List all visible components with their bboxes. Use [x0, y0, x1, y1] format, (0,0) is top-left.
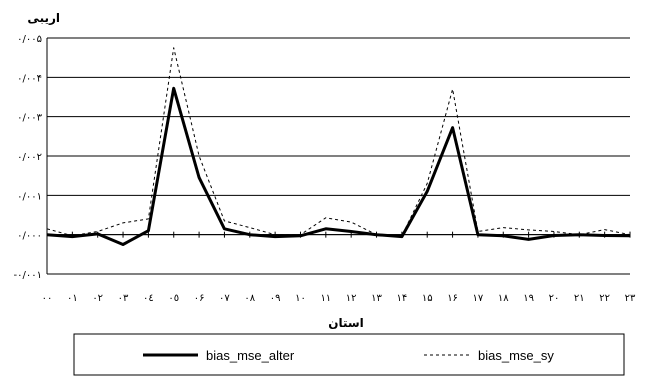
x-tick-label: ١۵ [422, 293, 433, 304]
x-tick-label: ٠٣ [118, 293, 129, 304]
x-tick-label: ٠٠ [42, 293, 53, 304]
x-tick-label: ١٨ [498, 293, 509, 304]
x-tick-label: ١٢ [346, 293, 357, 304]
y-tick-label: ٠/٠٠٠ [17, 231, 42, 242]
x-tick-label: ٠٢ [92, 293, 103, 304]
legend-label-bias-mse-sy: bias_mse_sy [478, 348, 554, 363]
y-tick-label: ٠/٠٠٢ [17, 152, 42, 163]
y-tick-label: ٠/٠٠۴ [17, 73, 42, 84]
x-tick-label: ٠٥ [168, 293, 179, 304]
x-tick-label: ١٠ [295, 293, 306, 304]
y-tick-labels: ٠/٠٠۵ ٠/٠٠۴ ٠/٠٠٣ ٠/٠٠٢ ٠/٠٠١ ٠/٠٠٠ -٠/٠٠١ [14, 34, 43, 281]
series-lines [46, 47, 631, 246]
x-axis-label: استان [328, 316, 364, 330]
legend: bias_mse_alter bias_mse_sy [73, 333, 625, 376]
x-tick-label: ١١ [320, 293, 331, 304]
x-tick-label: ٠٨ [244, 293, 255, 304]
x-tick-label: ١۶ [447, 293, 458, 304]
y-tick-label: ٠/٠٠١ [17, 191, 42, 202]
x-tick-label: ٠٤ [143, 293, 154, 304]
series-line-bias-mse-sy [46, 47, 631, 237]
x-tick-label: ٠٧ [219, 293, 230, 304]
x-tick-label: ١٩ [523, 293, 534, 304]
series-line-bias-mse-alter [46, 86, 631, 246]
y-tick-label: -٠/٠٠١ [14, 270, 42, 281]
y-tick-label: ٠/٠٠٣ [17, 113, 42, 124]
x-tick-label: ٢٣ [625, 293, 636, 304]
legend-label-bias-mse-alter: bias_mse_alter [206, 348, 295, 363]
y-axis-label: اریبی [27, 11, 60, 25]
y-tick-label: ٠/٠٠۵ [17, 34, 42, 45]
x-tick-labels: ٠٠ ٠١ ٠٢ ٠٣ ٠٤ ٠٥ ٠۶ ٠٧ ٠٨ ٠٩ ١٠ ١١ ١٢ ١٣ ١۴ ١۵ ١۶ ١٧ ١٨ ١٩… [42, 293, 636, 304]
x-tick-label: ٠۶ [194, 293, 205, 304]
x-tick-label: ٢١ [574, 293, 585, 304]
x-tick-label: ١٧ [473, 293, 484, 304]
x-tick-label: ١۴ [396, 293, 407, 304]
x-tick-label: ١٣ [371, 293, 382, 304]
x-tick-label: ٢٠ [549, 293, 560, 304]
x-tick-label: ٠١ [67, 293, 78, 304]
x-tick-label: ٢٢ [599, 293, 610, 304]
x-tick-label: ٠٩ [270, 293, 281, 304]
